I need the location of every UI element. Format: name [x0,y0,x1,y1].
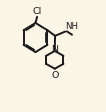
Text: N: N [51,45,58,54]
Text: O: O [51,71,58,80]
Text: Cl: Cl [33,7,42,16]
Text: NH: NH [66,22,78,31]
